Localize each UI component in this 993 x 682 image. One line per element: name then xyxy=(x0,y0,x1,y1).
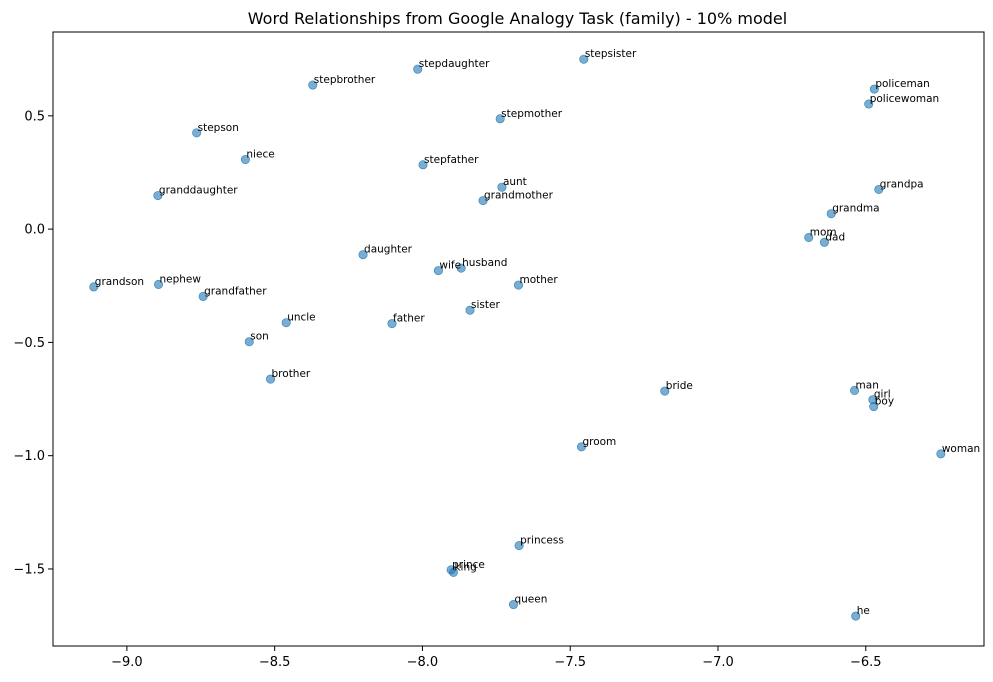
point-label: mom xyxy=(810,227,837,239)
point-label: stepfather xyxy=(424,154,479,166)
data-point xyxy=(198,291,208,301)
data-point xyxy=(850,385,860,395)
data-point xyxy=(495,114,505,124)
point-label: policewoman xyxy=(870,93,940,105)
y-tick-label: 0.0 xyxy=(24,223,45,238)
data-point xyxy=(358,250,368,260)
x-axis: −9.0 −8.5 −8.0 −7.5 −7.0 −6.5 xyxy=(111,646,882,670)
x-tick-label: −9.0 xyxy=(111,655,143,670)
chart-title: Word Relationships from Google Analogy T… xyxy=(248,9,787,28)
point-label: wife xyxy=(439,260,461,272)
y-tick-label: −1.5 xyxy=(13,562,45,577)
y-tick-label: 0.5 xyxy=(24,109,45,124)
point-labels-layer: stepsister stepdaughter stepbrother policem… xyxy=(95,48,980,617)
data-point xyxy=(851,611,861,621)
point-label: he xyxy=(857,605,870,617)
point-label: groom xyxy=(582,436,616,448)
data-point xyxy=(508,600,518,610)
data-point xyxy=(418,160,428,170)
point-label: stepdaughter xyxy=(419,58,490,70)
data-point xyxy=(579,54,589,64)
data-point xyxy=(819,237,829,247)
point-label: stepson xyxy=(198,122,239,134)
point-label: princess xyxy=(520,535,564,547)
point-label: bride xyxy=(666,380,693,392)
point-label: grandfather xyxy=(204,285,267,297)
data-point xyxy=(465,305,475,315)
point-label: nephew xyxy=(160,273,202,285)
data-point xyxy=(433,266,443,276)
point-label: grandma xyxy=(832,203,879,215)
data-point xyxy=(864,99,874,109)
point-label: granddaughter xyxy=(159,185,238,197)
point-label: queen xyxy=(514,594,547,606)
data-point xyxy=(154,279,164,289)
data-point xyxy=(456,263,466,273)
axes-frame xyxy=(52,31,985,647)
data-point xyxy=(869,84,879,94)
data-point xyxy=(869,402,879,412)
data-point xyxy=(874,184,884,194)
point-label: grandson xyxy=(95,276,144,288)
data-point xyxy=(244,337,254,347)
data-point xyxy=(448,567,458,577)
data-point xyxy=(826,209,836,219)
data-point xyxy=(266,374,276,384)
point-label: stepmother xyxy=(501,108,563,120)
point-label: uncle xyxy=(287,312,315,324)
point-label: stepsister xyxy=(585,48,637,60)
data-point xyxy=(308,80,318,90)
point-label: daughter xyxy=(364,244,413,256)
point-label: father xyxy=(393,313,425,325)
data-point xyxy=(413,64,423,74)
point-label: man xyxy=(856,379,879,391)
point-label: stepbrother xyxy=(314,74,376,86)
point-label: husband xyxy=(462,257,507,269)
point-label: grandpa xyxy=(880,178,924,190)
data-point xyxy=(387,319,397,329)
x-tick-label: −7.0 xyxy=(702,655,734,670)
data-point xyxy=(514,541,524,551)
data-point xyxy=(513,280,523,290)
point-label: policeman xyxy=(875,78,929,90)
data-point xyxy=(240,155,250,165)
data-point xyxy=(936,449,946,459)
point-label: prince xyxy=(452,559,485,571)
point-label: grandmother xyxy=(484,190,554,202)
point-label: aunt xyxy=(503,176,527,188)
point-label: woman xyxy=(942,443,980,455)
data-point xyxy=(153,191,163,201)
data-point xyxy=(281,318,291,328)
data-point xyxy=(192,128,202,138)
y-tick-label: −0.5 xyxy=(13,336,45,351)
x-tick-label: −8.5 xyxy=(259,655,291,670)
point-label: dad xyxy=(825,231,845,243)
x-tick-label: −8.0 xyxy=(407,655,439,670)
y-axis: 0.5 0.0 −0.5 −1.0 −1.5 xyxy=(13,109,53,577)
point-label: king xyxy=(454,561,476,573)
point-label: mother xyxy=(520,274,559,286)
point-label: boy xyxy=(875,396,894,408)
point-label: niece xyxy=(246,149,274,161)
data-point xyxy=(576,442,586,452)
data-point xyxy=(89,282,99,292)
x-tick-label: −6.5 xyxy=(850,655,882,670)
point-label: sister xyxy=(471,299,500,311)
data-point xyxy=(804,233,814,243)
data-point xyxy=(478,196,488,206)
y-tick-label: −1.0 xyxy=(13,449,45,464)
data-point xyxy=(660,386,670,396)
data-point xyxy=(497,182,507,192)
point-label: brother xyxy=(272,368,311,380)
points-layer xyxy=(89,54,946,621)
point-label: son xyxy=(250,331,269,343)
x-tick-label: −7.5 xyxy=(554,655,586,670)
point-label: girl xyxy=(874,389,891,401)
